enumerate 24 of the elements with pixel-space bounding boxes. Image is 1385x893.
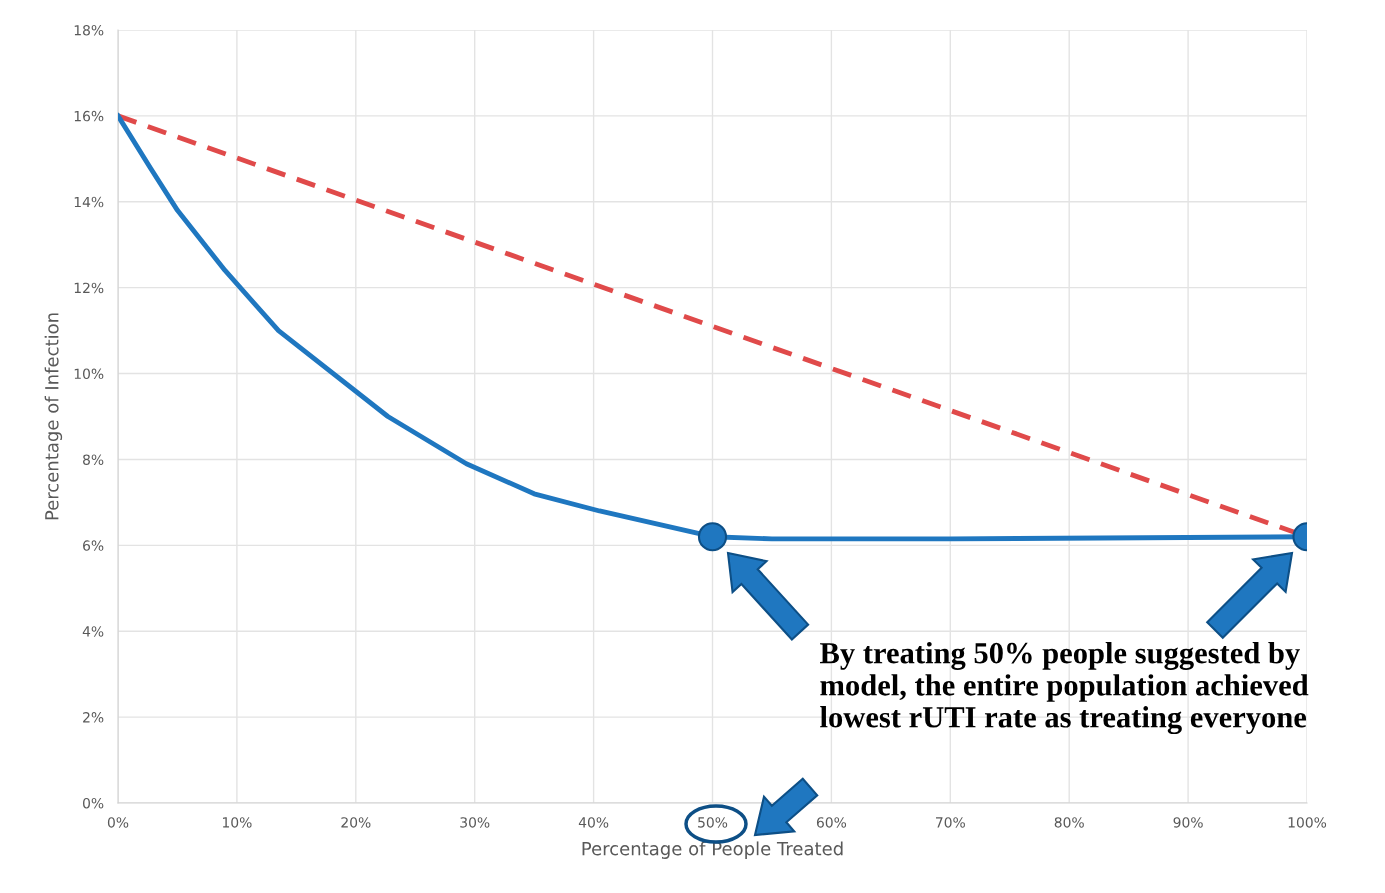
annotation: By treating 50% people suggested by model, the entire population achieved lowest rUTI rate as treating everyone: [820, 641, 1309, 735]
x-tick-label: 30%: [460, 817, 490, 828]
x-tick-label: 70%: [936, 817, 965, 828]
x-tick-label: 20%: [341, 817, 371, 828]
y-tick-label: 18%: [74, 24, 104, 36]
x-tick-label: 40%: [578, 817, 609, 828]
y-tick-label: 8%: [83, 454, 104, 465]
y-axis-title: Percentage of Infection: [44, 313, 63, 520]
y-tick-label: 14%: [74, 196, 104, 208]
x-tick-label: 60%: [816, 817, 847, 828]
x-tick-label: 0%: [107, 817, 129, 828]
y-tick-label: 6%: [83, 540, 104, 551]
y-tick-label: 12%: [74, 282, 104, 294]
y-tick-label: 16%: [74, 110, 104, 122]
x-tick-label: 80%: [1054, 817, 1084, 828]
x-tick-label: 50%: [698, 817, 728, 828]
x-axis-title: Percentage of People Treated: [582, 841, 843, 859]
x-tick-label: 100%: [1288, 817, 1327, 828]
x-tick-label: 90%: [1173, 817, 1203, 828]
y-tick-label: 2%: [83, 712, 104, 723]
y-tick-label: 4%: [82, 626, 104, 637]
x-tick-label: 10%: [222, 817, 252, 828]
y-tick-label: 10%: [74, 368, 104, 380]
y-tick-label: 0%: [82, 797, 104, 809]
